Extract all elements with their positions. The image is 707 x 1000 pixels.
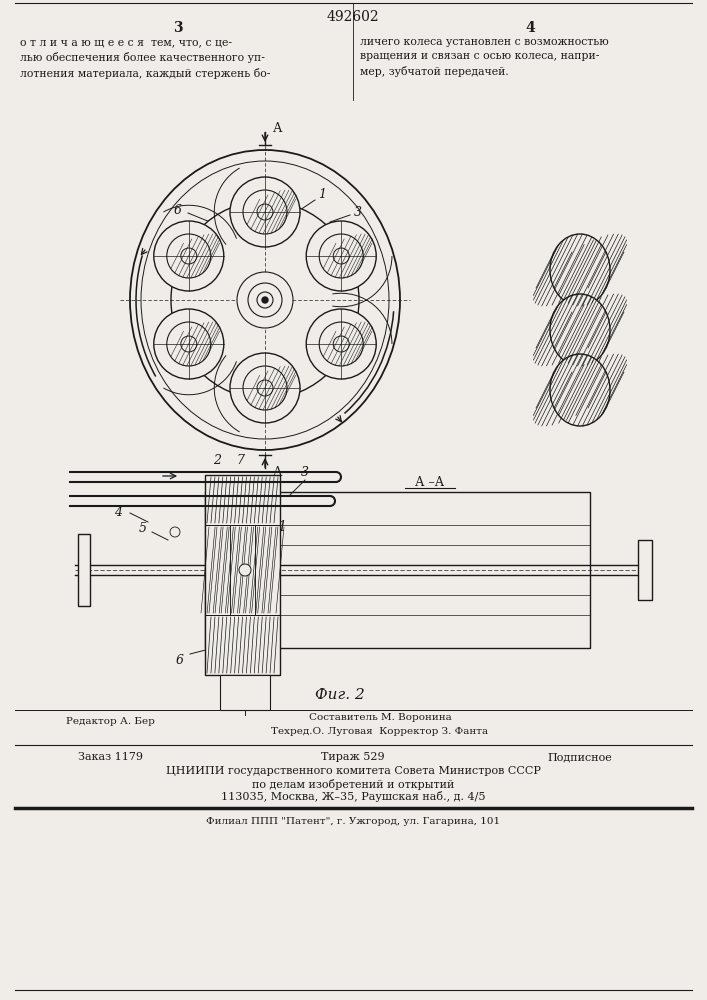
Text: Фиг. 1: Фиг. 1 [243,520,288,534]
Text: ЦНИИПИ государственного комитета Совета Министров СССР: ЦНИИПИ государственного комитета Совета … [165,766,540,776]
Bar [638,540,652,600]
Text: А: А [273,121,283,134]
Circle shape [154,221,224,291]
Text: 1: 1 [318,188,326,202]
Text: личего колеса установлен с возможностью
вращения и связан с осью колеса, напри-
: личего колеса установлен с возможностью … [360,37,609,77]
Text: 5: 5 [139,522,147,534]
Text: Техред.О. Луговая  Корректор З. Фанта: Техред.О. Луговая Корректор З. Фанта [271,728,489,736]
Text: по делам изобретений и открытий: по делам изобретений и открытий [252,778,454,790]
Bar [230,525,255,615]
Text: 3: 3 [354,206,362,219]
Circle shape [306,221,376,291]
Ellipse shape [550,234,610,306]
Circle shape [181,336,197,352]
Bar [205,475,280,525]
Circle shape [243,366,287,410]
Bar [205,525,230,615]
Circle shape [243,190,287,234]
Bar [205,615,280,675]
Circle shape [230,177,300,247]
Ellipse shape [550,294,610,366]
Ellipse shape [130,150,400,450]
Text: Подписное: Подписное [548,752,612,762]
Circle shape [170,527,180,537]
Circle shape [167,234,211,278]
Text: 3: 3 [173,21,183,35]
Circle shape [239,564,251,576]
Text: 2: 2 [213,454,221,466]
Ellipse shape [171,201,359,399]
Text: о т л и ч а ю щ е е с я  тем, что, с це-
лью обеспечения более качественного уп-: о т л и ч а ю щ е е с я тем, что, с це- … [20,37,270,79]
Circle shape [167,322,211,366]
Bar [78,534,90,606]
Circle shape [257,204,273,220]
Text: А –А: А –А [416,476,445,488]
Circle shape [154,309,224,379]
Text: 4: 4 [114,506,122,518]
Circle shape [333,248,349,264]
Text: 492602: 492602 [327,10,380,24]
Text: 4: 4 [525,21,535,35]
Circle shape [248,283,282,317]
Circle shape [333,336,349,352]
Ellipse shape [550,354,610,426]
Text: Филиал ППП "Патент", г. Ужгород, ул. Гагарина, 101: Филиал ППП "Патент", г. Ужгород, ул. Гаг… [206,818,500,826]
Circle shape [262,297,268,303]
Text: Заказ 1179: Заказ 1179 [78,752,143,762]
Bar [255,525,280,615]
Circle shape [181,248,197,264]
Text: 6: 6 [176,654,184,666]
Circle shape [257,292,273,308]
Text: 3: 3 [301,466,309,479]
Circle shape [319,234,363,278]
Circle shape [306,309,376,379]
Bar [220,675,270,710]
Circle shape [257,380,273,396]
Text: 113035, Москва, Ж–35, Раушская наб., д. 4/5: 113035, Москва, Ж–35, Раушская наб., д. … [221,792,485,802]
Text: 7: 7 [236,454,244,466]
Bar [205,492,590,648]
Text: Составитель М. Воронина: Составитель М. Воронина [309,712,451,722]
Text: Фиг. 2: Фиг. 2 [315,688,365,702]
Bar [205,475,280,675]
Circle shape [319,322,363,366]
Text: А: А [273,466,283,479]
Circle shape [230,353,300,423]
Text: 6: 6 [174,204,182,217]
Text: Редактор А. Бер: Редактор А. Бер [66,718,154,726]
Circle shape [237,272,293,328]
Text: Тираж 529: Тираж 529 [321,752,385,762]
